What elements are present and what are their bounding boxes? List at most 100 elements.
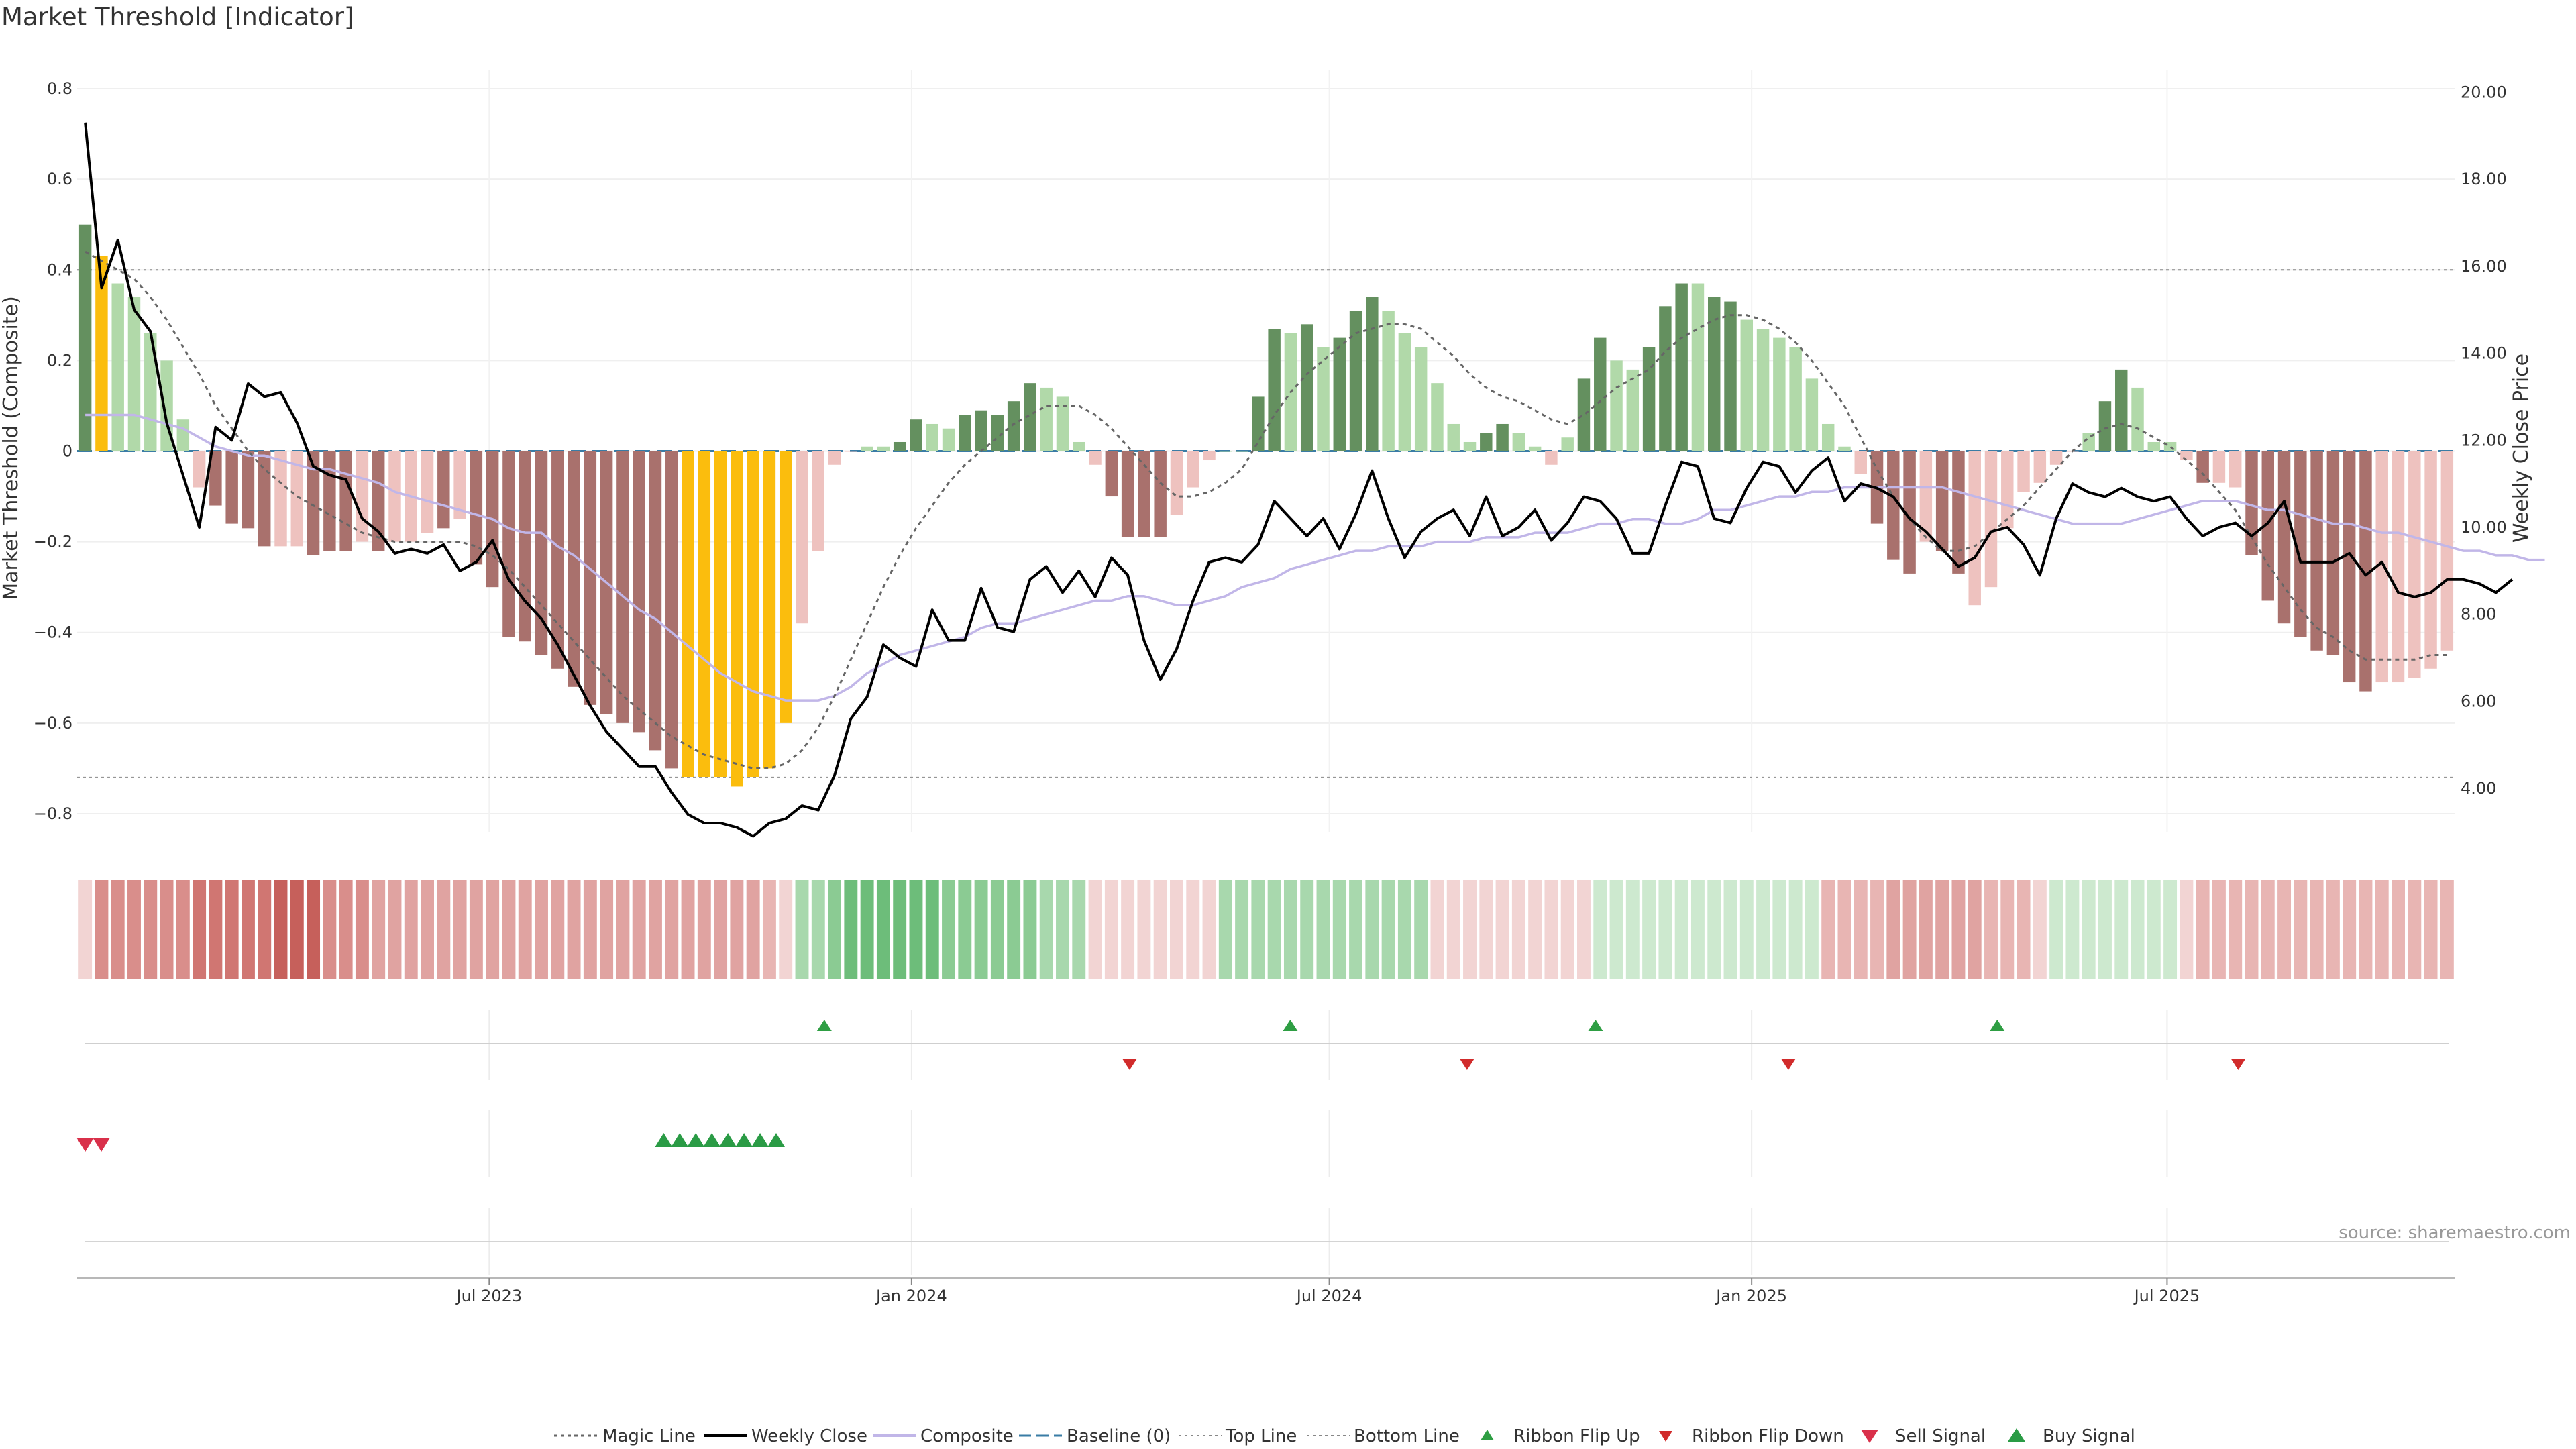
ribbon-cell bbox=[1560, 880, 1574, 979]
composite-bar bbox=[1805, 378, 1819, 451]
ribbon-cell bbox=[1625, 880, 1640, 979]
ribbon-cell bbox=[388, 880, 402, 979]
ribbon-cell bbox=[1365, 880, 1379, 979]
ribbon-cell bbox=[1104, 880, 1118, 979]
ribbon-cell bbox=[1381, 880, 1395, 979]
composite-bar bbox=[241, 451, 255, 529]
composite-bar bbox=[1268, 329, 1281, 451]
composite-bar bbox=[551, 451, 564, 669]
composite-bar bbox=[2359, 451, 2372, 692]
ribbon-cell bbox=[1430, 880, 1444, 979]
ribbon-cell bbox=[290, 880, 304, 979]
ribbon-cell bbox=[1788, 880, 1803, 979]
y-right-tick: 4.00 bbox=[2461, 779, 2496, 798]
composite-bar bbox=[910, 419, 922, 451]
composite-bar bbox=[1935, 451, 1949, 551]
ribbon-cell bbox=[844, 880, 858, 979]
ribbon-cell bbox=[144, 880, 158, 979]
ribbon-cell bbox=[1186, 880, 1200, 979]
composite-bar bbox=[584, 451, 597, 705]
composite-bar bbox=[1642, 347, 1656, 451]
composite-line bbox=[85, 413, 2545, 702]
ribbon-flip-panel bbox=[85, 1010, 2449, 1080]
ribbon-cell bbox=[274, 880, 288, 979]
buy-signal-marker bbox=[735, 1133, 753, 1147]
composite-bar bbox=[665, 451, 678, 769]
composite-bar bbox=[2326, 451, 2340, 655]
ribbon-cell bbox=[1414, 880, 1428, 979]
left-axis-ticks: 0.8 0.6 0.4 0.2 0 −0.2 −0.4 −0.6 −0.8 bbox=[34, 79, 72, 823]
ribbon-cell bbox=[404, 880, 418, 979]
ribbon-cell bbox=[2424, 880, 2438, 979]
composite-bar bbox=[796, 451, 808, 624]
composite-bars bbox=[78, 224, 2454, 787]
ribbon-flip-up-marker bbox=[816, 1020, 832, 1031]
magic-line bbox=[85, 250, 2447, 769]
ribbon-flip-down-marker bbox=[1459, 1059, 1474, 1070]
ribbon-cell bbox=[258, 880, 272, 979]
ribbon-cell bbox=[1577, 880, 1591, 979]
legend-label: Ribbon Flip Down bbox=[1692, 1426, 1844, 1446]
composite-bar bbox=[2424, 451, 2437, 669]
composite-bar bbox=[372, 451, 385, 551]
composite-bar bbox=[1154, 451, 1167, 537]
ribbon-cell bbox=[1854, 880, 1868, 979]
source-note: source: sharemaestro.com bbox=[2339, 1223, 2571, 1243]
ribbon-cell bbox=[2343, 880, 2357, 979]
composite-bar bbox=[877, 446, 890, 451]
ribbon-cell bbox=[2147, 880, 2161, 979]
ribbon-cell bbox=[2261, 880, 2275, 979]
buy-signal-marker bbox=[767, 1133, 786, 1147]
composite-bar bbox=[2261, 451, 2274, 601]
composite-bar bbox=[893, 441, 906, 451]
composite-bar bbox=[1968, 451, 1981, 606]
composite-bar bbox=[2343, 451, 2356, 683]
composite-bar bbox=[845, 451, 857, 452]
legend-label: Ribbon Flip Up bbox=[1513, 1426, 1640, 1446]
ribbon-cell bbox=[2196, 880, 2210, 979]
ribbon-cell bbox=[616, 880, 630, 979]
composite-bar bbox=[763, 451, 776, 769]
composite-bar bbox=[1366, 297, 1379, 451]
ribbon-cell bbox=[1870, 880, 1884, 979]
composite-bar bbox=[975, 410, 987, 451]
ribbon-cell bbox=[2375, 880, 2389, 979]
y-right-tick: 20.00 bbox=[2461, 83, 2507, 101]
composite-bar bbox=[926, 423, 938, 451]
ribbon-cell bbox=[1056, 880, 1069, 979]
ribbon-cell bbox=[502, 880, 516, 979]
ribbon-cell bbox=[1007, 880, 1021, 979]
ribbon-cell bbox=[1479, 880, 1493, 979]
legend-label: Sell Signal bbox=[1895, 1426, 1986, 1446]
composite-bar bbox=[339, 451, 352, 551]
ribbon-cell bbox=[535, 880, 548, 979]
composite-bar bbox=[731, 451, 743, 787]
ribbon-cell bbox=[225, 880, 239, 979]
ribbon-cell bbox=[909, 880, 923, 979]
ribbon-cell bbox=[2277, 880, 2292, 979]
composite-bar bbox=[2245, 451, 2258, 555]
ribbon-cell bbox=[2326, 880, 2340, 979]
composite-bar bbox=[2294, 451, 2307, 637]
ribbon-cell bbox=[811, 880, 825, 979]
composite-bar bbox=[2229, 451, 2242, 488]
composite-bar bbox=[1219, 451, 1232, 452]
composite-bar bbox=[2408, 451, 2421, 678]
x-axis: Jul 2023 Jan 2024 Jul 2024 Jan 2025 Jul 2025 bbox=[77, 1277, 2455, 1305]
legend-label: Bottom Line bbox=[1354, 1426, 1460, 1446]
ribbon-cell bbox=[241, 880, 255, 979]
ribbon-cell bbox=[1821, 880, 1835, 979]
ribbon-cell bbox=[1446, 880, 1460, 979]
ribbon-cell bbox=[2245, 880, 2259, 979]
y-right-tick: 16.00 bbox=[2461, 257, 2507, 276]
ribbon-cell bbox=[2359, 880, 2373, 979]
ribbon-cell bbox=[2114, 880, 2129, 979]
composite-bar bbox=[209, 451, 222, 506]
composite-bar bbox=[1821, 423, 1835, 451]
legend-swatch-sell bbox=[1861, 1430, 1878, 1443]
ribbon-cell bbox=[1951, 880, 1966, 979]
ribbon-flip-up-marker bbox=[1588, 1020, 1603, 1031]
ribbon-cell bbox=[1218, 880, 1232, 979]
composite-bar bbox=[1349, 311, 1362, 451]
